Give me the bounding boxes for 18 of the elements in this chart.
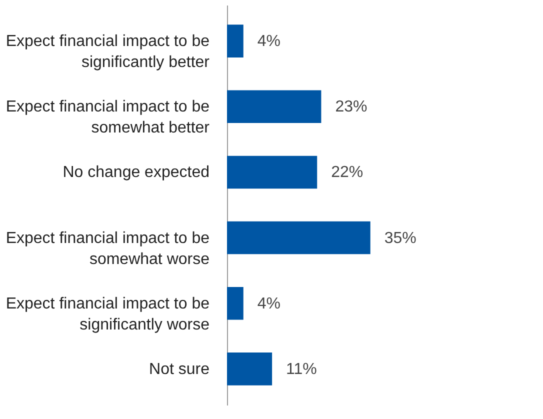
data-label: 4% xyxy=(257,295,281,312)
y-tick-label: Expect financial impact to be significantly better xyxy=(6,33,210,72)
data-label: 4% xyxy=(257,33,281,50)
bar xyxy=(227,24,244,58)
y-tick-label: Expect financial impact to be somewhat worse xyxy=(6,230,210,268)
y-tick-label: Expect financial impact to be significantly worse xyxy=(6,295,210,334)
bar xyxy=(227,90,322,124)
data-label: 11% xyxy=(286,360,317,378)
data-label: 22% xyxy=(331,164,364,182)
y-tick-label: Expect financial impact to be somewhat better xyxy=(6,98,210,137)
bar xyxy=(227,286,244,320)
bar xyxy=(227,221,370,254)
bar xyxy=(227,352,272,386)
data-label: 23% xyxy=(335,98,368,116)
bar xyxy=(227,156,318,189)
y-tick-label: No change expected xyxy=(62,164,210,182)
y-tick-label: Not sure xyxy=(149,360,210,378)
data-label: 35% xyxy=(384,230,416,247)
